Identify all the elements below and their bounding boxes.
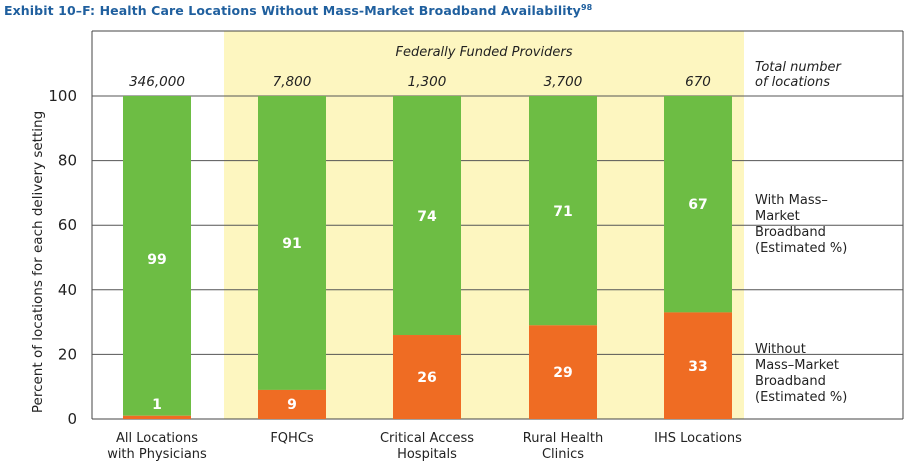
bar-without-broadband-0 bbox=[123, 415, 191, 419]
y-axis-label: Percent of locations for each delivery s… bbox=[30, 111, 46, 413]
y-tick-label-20: 20 bbox=[58, 345, 77, 363]
chart-title: Exhibit 10–F: Health Care Locations With… bbox=[4, 2, 593, 18]
total-label-0: 346,000 bbox=[129, 74, 185, 90]
category-label-1: FQHCs bbox=[270, 431, 314, 446]
value-label-without-3: 29 bbox=[553, 365, 572, 381]
totals-header-line: of locations bbox=[755, 75, 830, 90]
y-tick-label-100: 100 bbox=[48, 87, 77, 105]
value-label-with-1: 91 bbox=[282, 236, 301, 252]
category-label-0: All Locations bbox=[116, 431, 198, 446]
y-tick-label-80: 80 bbox=[58, 152, 77, 170]
total-label-1: 7,800 bbox=[273, 74, 312, 90]
legend-with-broadband: With Mass– bbox=[755, 193, 828, 208]
value-label-with-2: 74 bbox=[417, 209, 437, 225]
value-label-with-3: 71 bbox=[553, 204, 572, 220]
bar-without-broadband-3 bbox=[529, 325, 597, 419]
legend-without-broadband: Mass–Market bbox=[755, 358, 839, 373]
category-label-3: Clinics bbox=[542, 447, 584, 462]
legend-without-broadband: Broadband bbox=[755, 374, 826, 389]
value-label-with-4: 67 bbox=[688, 197, 707, 213]
value-label-without-1: 9 bbox=[287, 397, 297, 413]
legend-without-broadband: (Estimated %) bbox=[755, 390, 847, 405]
bar-without-broadband-4 bbox=[664, 312, 732, 419]
category-label-4: IHS Locations bbox=[654, 431, 742, 446]
totals-header-line: Total number bbox=[755, 60, 842, 75]
total-label-4: 670 bbox=[685, 74, 711, 90]
bar-with-broadband-0 bbox=[123, 96, 191, 416]
bar-with-broadband-3 bbox=[529, 96, 597, 326]
value-label-without-0: 1 bbox=[152, 397, 162, 413]
legend-with-broadband: (Estimated %) bbox=[755, 241, 847, 256]
y-tick-label-60: 60 bbox=[58, 216, 77, 234]
category-label-0: with Physicians bbox=[107, 447, 207, 462]
bar-with-broadband-1 bbox=[258, 96, 326, 390]
value-label-without-4: 33 bbox=[688, 359, 707, 375]
category-label-3: Rural Health bbox=[523, 431, 603, 446]
title-footnote: 98 bbox=[580, 2, 593, 12]
value-label-with-0: 99 bbox=[147, 252, 166, 268]
legend-with-broadband: Market bbox=[755, 209, 800, 224]
category-label-2: Critical Access bbox=[380, 431, 474, 446]
bar-with-broadband-2 bbox=[393, 96, 461, 336]
group-label: Federally Funded Providers bbox=[396, 45, 573, 60]
bar-without-broadband-1 bbox=[258, 389, 326, 419]
total-label-2: 1,300 bbox=[408, 74, 447, 90]
bar-without-broadband-2 bbox=[393, 335, 461, 419]
value-label-without-2: 26 bbox=[417, 370, 436, 386]
y-tick-label-0: 0 bbox=[67, 410, 77, 428]
category-label-2: Hospitals bbox=[397, 447, 457, 462]
legend-with-broadband: Broadband bbox=[755, 225, 826, 240]
legend-without-broadband: Without bbox=[755, 342, 806, 357]
total-label-3: 3,700 bbox=[544, 74, 583, 90]
y-tick-label-40: 40 bbox=[58, 281, 77, 299]
bar-with-broadband-4 bbox=[664, 96, 732, 313]
